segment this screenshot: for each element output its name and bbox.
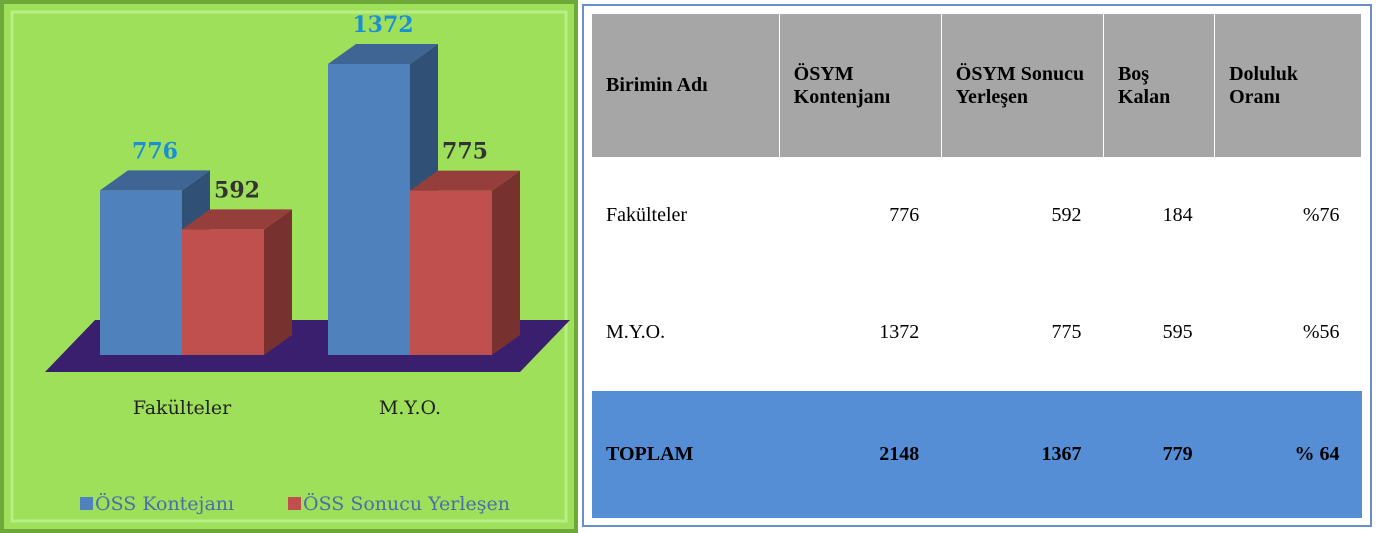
chart-bevel (10, 10, 568, 523)
header-cell: ÖSYM Kontenjanı (779, 14, 942, 157)
cell: 595 (1103, 274, 1215, 391)
bar-side (264, 209, 292, 355)
table-frame: Birimin Adı ÖSYM Kontenjanı ÖSYM Sonucu … (582, 4, 1372, 527)
x-tick-label: Fakülteler (133, 397, 232, 419)
cell: TOPLAM (592, 391, 780, 518)
chart: 776 592 Fakülteler 1372 775 M.Y.O. ÖSS Konteja… (0, 0, 578, 533)
bar (328, 64, 410, 355)
table: Birimin Adı ÖSYM Kontenjanı ÖSYM Sonucu … (592, 14, 1362, 518)
legend-swatch (80, 497, 93, 510)
header-row: Birimin Adı ÖSYM Kontenjanı ÖSYM Sonucu … (592, 14, 1362, 157)
data-label: 1372 (352, 12, 413, 38)
bar-top (328, 44, 438, 64)
cell: 2148 (779, 391, 942, 518)
bar-side (492, 170, 520, 355)
bar (410, 190, 492, 355)
cell: %76 (1214, 157, 1362, 274)
header-cell: Birimin Adı (592, 14, 780, 157)
cell: 1367 (941, 391, 1104, 518)
cell: %56 (1214, 274, 1362, 391)
row: M.Y.O. 1372 775 595 %56 (592, 274, 1362, 391)
total-row: TOPLAM 2148 1367 779 % 64 (592, 391, 1362, 518)
bar (100, 190, 182, 355)
cell: % 64 (1214, 391, 1362, 518)
legend-swatch (288, 497, 301, 510)
header-cell: ÖSYM Sonucu Yerleşen (941, 14, 1104, 157)
data-label: 776 (132, 138, 178, 164)
bar-top (182, 209, 292, 230)
row: Fakülteler 776 592 184 %76 (592, 157, 1362, 274)
cell: 776 (779, 157, 942, 274)
bar-top (100, 170, 210, 191)
cell: 184 (1103, 157, 1215, 274)
bar (182, 229, 264, 355)
data-label: 592 (214, 177, 260, 203)
x-tick-label: M.Y.O. (379, 397, 441, 419)
header-cell: Doluluk Oranı (1214, 14, 1362, 157)
bar-top (410, 170, 520, 191)
cell: 775 (941, 274, 1104, 391)
legend-label: ÖSS Sonucu Yerleşen (303, 492, 510, 515)
cell: Fakülteler (592, 157, 780, 274)
cell: M.Y.O. (592, 274, 780, 391)
data-label: 775 (442, 139, 488, 165)
cell: 1372 (779, 274, 942, 391)
legend-label: ÖSS Kontejanı (95, 492, 234, 515)
cell: 779 (1103, 391, 1215, 518)
cell: 592 (941, 157, 1104, 274)
header-cell: Boş Kalan (1103, 14, 1216, 157)
